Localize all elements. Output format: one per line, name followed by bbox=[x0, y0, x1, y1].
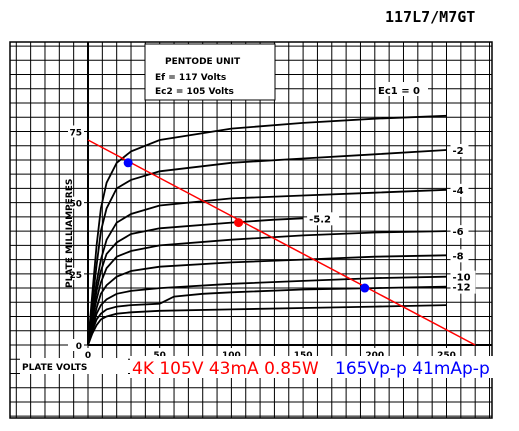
curve-ec1--10 bbox=[87, 275, 447, 346]
curve-label--12: -12 bbox=[453, 283, 471, 294]
curve-label-bg bbox=[450, 225, 469, 239]
x-tick-label: 0 bbox=[85, 351, 91, 361]
y-tick-label-bg bbox=[68, 196, 84, 209]
operating-point-marker bbox=[234, 218, 244, 228]
curve-label-bg bbox=[450, 249, 469, 263]
curve-ec1--12 bbox=[87, 285, 447, 346]
curve-label--8: -8 bbox=[453, 251, 464, 262]
y-axis-label: PLATE MILLIAMPERES bbox=[65, 179, 75, 288]
y-tick-label-bg bbox=[68, 267, 84, 280]
curve-ec1--4 bbox=[87, 188, 447, 346]
y-tick-label-bg bbox=[68, 339, 84, 351]
curve-ec1-unlabeled bbox=[87, 304, 447, 346]
inset-box bbox=[144, 43, 276, 101]
y-tick-label-bg bbox=[68, 125, 84, 138]
curve-ec1--5.2 bbox=[87, 217, 304, 346]
curve-label-bg bbox=[450, 280, 476, 294]
plot-border bbox=[9, 41, 493, 419]
chart-title: 117L7/M7GT bbox=[385, 8, 475, 26]
y-tick-label: 50 bbox=[69, 200, 82, 210]
curve-ec1--8 bbox=[87, 254, 447, 346]
inset-ec2-line: Ec2 = 105 Volts bbox=[155, 87, 234, 97]
curve-label--6: -6 bbox=[453, 227, 464, 238]
curve-label--5.2: -5.2 bbox=[309, 214, 331, 225]
operating-point-marker bbox=[123, 158, 133, 168]
curves: -2 -4 -5.2 -6 -8 -10-12 bbox=[87, 114, 476, 346]
load-line bbox=[87, 139, 476, 346]
sheet-border bbox=[9, 41, 493, 419]
y-tick-label: 75 bbox=[69, 128, 82, 138]
curve-label--4: -4 bbox=[453, 186, 464, 197]
curve-label-bg bbox=[450, 183, 469, 197]
annotation-blue: 165Vp-p 41mAp-p bbox=[335, 359, 490, 379]
annotation-red: 4K 105V 43mA 0.85W bbox=[132, 359, 319, 379]
inset-ef-line: Ef = 117 Volts bbox=[155, 73, 226, 83]
x-axis-label: PLATE VOLTS bbox=[22, 363, 87, 373]
curve-label--2: -2 bbox=[453, 146, 464, 157]
legend-header-bg bbox=[376, 82, 428, 96]
curve-label--10: -10 bbox=[453, 273, 471, 284]
y-tick-label: 25 bbox=[69, 271, 82, 281]
inset-heading: PENTODE UNIT bbox=[165, 57, 241, 67]
curve-ec1--2 bbox=[87, 149, 447, 346]
curve-label-bg bbox=[450, 143, 469, 157]
legend-header: Ec1 = 0 bbox=[378, 86, 420, 97]
curve-ec1--6 bbox=[87, 230, 447, 346]
y-tick-label: 0 bbox=[76, 342, 82, 352]
x-axis-label-bg bbox=[20, 358, 128, 374]
curve-label-bg bbox=[450, 270, 476, 284]
curve-ec1-0 bbox=[87, 114, 447, 346]
operating-point-marker bbox=[360, 283, 370, 293]
curve-label-bg bbox=[307, 212, 340, 226]
annotation-bg bbox=[130, 356, 502, 378]
